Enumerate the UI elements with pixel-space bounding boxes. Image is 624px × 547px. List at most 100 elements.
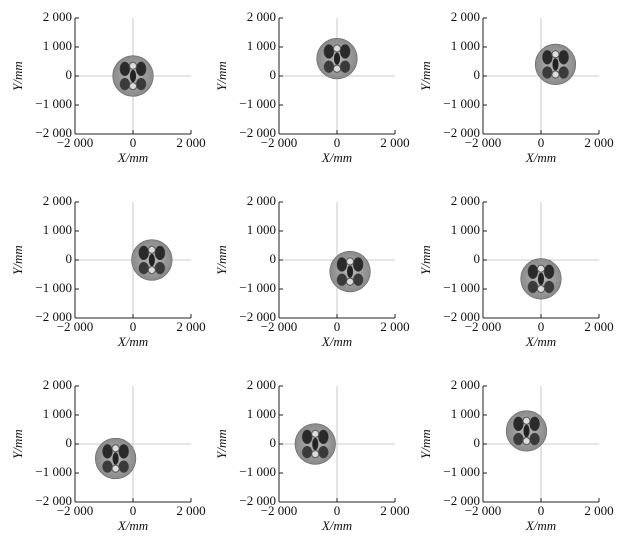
- disk: [317, 38, 358, 79]
- y-tick-label: 2 000: [247, 377, 276, 392]
- y-tick-label: 0: [66, 67, 73, 82]
- y-tick-label: 0: [270, 251, 277, 266]
- y-tick-label: 1 000: [247, 38, 276, 53]
- panel: −2 00002 000−2 000−1 00001 0002 000X/mmY…: [10, 377, 206, 533]
- disk: [330, 251, 371, 292]
- y-tick-label: 2 000: [451, 9, 480, 24]
- x-tick-label: 2 000: [584, 503, 613, 518]
- y-tick-label: 2 000: [451, 377, 480, 392]
- y-tick-label: 2 000: [43, 377, 72, 392]
- x-axis-label: X/mm: [117, 334, 148, 349]
- x-axis-label: X/mm: [525, 518, 556, 533]
- y-tick-label: −2 000: [443, 309, 480, 324]
- x-tick-label: 2 000: [380, 135, 409, 150]
- y-tick-label: 1 000: [43, 222, 72, 237]
- disk: [535, 44, 576, 85]
- y-tick-label: 1 000: [451, 38, 480, 53]
- x-tick-label: 0: [130, 319, 137, 334]
- disk: [132, 240, 173, 281]
- y-tick-label: 1 000: [247, 222, 276, 237]
- y-tick-label: −2 000: [239, 493, 276, 508]
- y-axis-label: Y/mm: [214, 61, 229, 91]
- y-tick-label: 0: [270, 435, 277, 450]
- y-tick-label: −1 000: [239, 96, 276, 111]
- y-tick-label: −1 000: [443, 96, 480, 111]
- y-tick-label: −2 000: [35, 125, 72, 140]
- y-tick-label: −2 000: [35, 493, 72, 508]
- x-tick-label: 2 000: [176, 503, 205, 518]
- x-tick-label: 0: [334, 319, 341, 334]
- y-tick-label: −2 000: [35, 309, 72, 324]
- y-tick-label: −1 000: [239, 464, 276, 479]
- y-axis-label: Y/mm: [418, 61, 433, 91]
- y-tick-label: 0: [474, 67, 481, 82]
- y-tick-label: −2 000: [443, 493, 480, 508]
- y-tick-label: 0: [66, 251, 73, 266]
- y-tick-label: −1 000: [35, 96, 72, 111]
- x-tick-label: 2 000: [176, 135, 205, 150]
- y-axis-label: Y/mm: [418, 429, 433, 459]
- y-tick-label: 2 000: [43, 193, 72, 208]
- y-tick-label: 2 000: [451, 193, 480, 208]
- x-axis-label: X/mm: [117, 518, 148, 533]
- y-tick-label: −1 000: [443, 280, 480, 295]
- y-tick-label: −1 000: [443, 464, 480, 479]
- y-axis-label: Y/mm: [10, 61, 25, 91]
- y-tick-label: 1 000: [43, 38, 72, 53]
- x-tick-label: 0: [538, 135, 545, 150]
- y-tick-label: 2 000: [43, 9, 72, 24]
- y-tick-label: −2 000: [239, 309, 276, 324]
- y-tick-label: 0: [66, 435, 73, 450]
- y-axis-label: Y/mm: [10, 429, 25, 459]
- x-tick-label: 2 000: [584, 135, 613, 150]
- y-tick-label: 1 000: [451, 222, 480, 237]
- x-tick-label: 0: [334, 135, 341, 150]
- y-tick-label: −1 000: [239, 280, 276, 295]
- y-axis-label: Y/mm: [214, 245, 229, 275]
- x-tick-label: 2 000: [380, 503, 409, 518]
- x-axis-label: X/mm: [321, 334, 352, 349]
- y-axis-label: Y/mm: [214, 429, 229, 459]
- y-tick-label: 2 000: [247, 9, 276, 24]
- figure: −2 000 0 2 000 −2 000 −1 000 0 1 000 2 000 X/mm Y…: [0, 0, 624, 547]
- x-axis-label: X/mm: [321, 150, 352, 165]
- disk: [113, 56, 154, 97]
- x-axis-label: X/mm: [321, 518, 352, 533]
- y-tick-label: 0: [474, 251, 481, 266]
- disk: [95, 438, 136, 479]
- y-tick-label: −2 000: [443, 125, 480, 140]
- x-tick-label: 0: [130, 135, 137, 150]
- x-tick-label: 0: [130, 503, 137, 518]
- x-tick-label: 2 000: [380, 319, 409, 334]
- disk: [506, 411, 547, 452]
- y-tick-label: 0: [270, 67, 277, 82]
- y-tick-label: 1 000: [451, 406, 480, 421]
- x-axis-label: X/mm: [525, 334, 556, 349]
- y-axis-label: Y/mm: [418, 245, 433, 275]
- disk: [295, 424, 336, 465]
- y-tick-label: 2 000: [247, 193, 276, 208]
- y-axis-label: Y/mm: [10, 245, 25, 275]
- y-tick-label: 0: [474, 435, 481, 450]
- x-tick-label: 0: [538, 319, 545, 334]
- y-tick-label: −2 000: [239, 125, 276, 140]
- x-axis-label: X/mm: [525, 150, 556, 165]
- y-tick-label: −1 000: [35, 280, 72, 295]
- x-tick-label: 2 000: [584, 319, 613, 334]
- x-axis-label: X/mm: [117, 150, 148, 165]
- disk: [521, 259, 562, 300]
- x-tick-label: 2 000: [176, 319, 205, 334]
- y-tick-label: 1 000: [247, 406, 276, 421]
- y-tick-label: −1 000: [35, 464, 72, 479]
- y-tick-label: 1 000: [43, 406, 72, 421]
- x-tick-label: 0: [538, 503, 545, 518]
- x-tick-label: 0: [334, 503, 341, 518]
